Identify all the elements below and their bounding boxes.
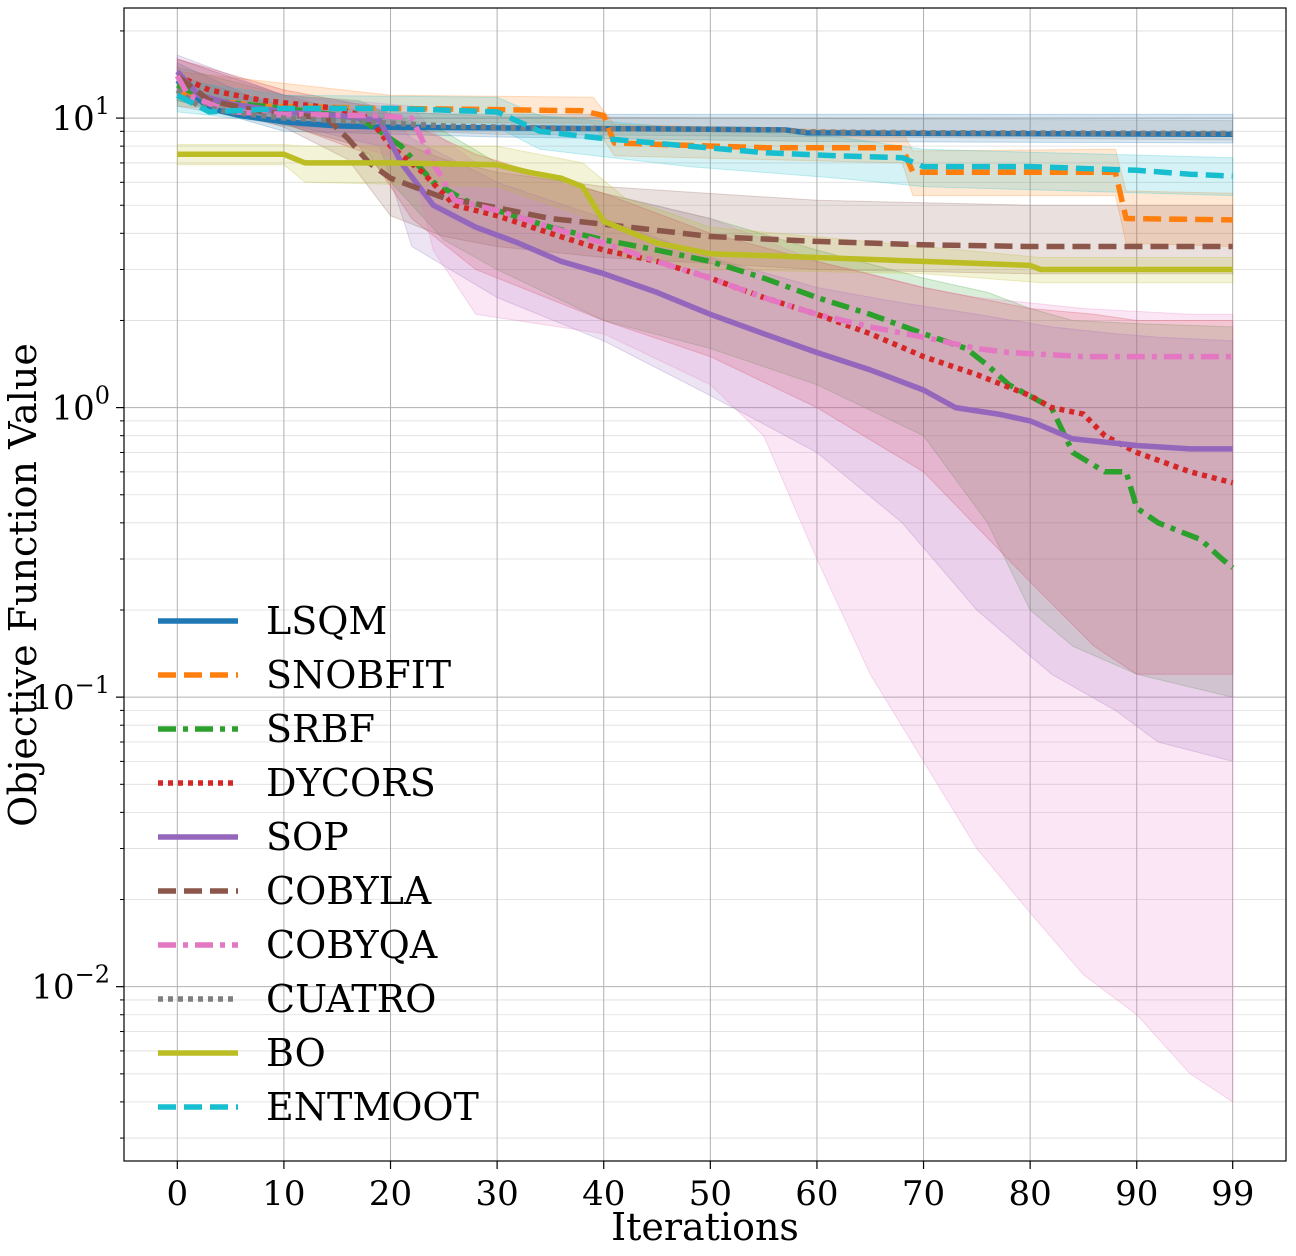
series-lines [174,69,1235,570]
y-tick-base: 10 [51,99,94,139]
y-tick-label: 10−1 [31,671,110,718]
x-axis-title: Iterations [611,1205,799,1249]
y-tick-label: 100 [51,382,110,429]
legend-label-snobfit: SNOBFIT [266,653,451,697]
cobyla-band [176,58,1234,275]
x-tick-label: 50 [689,1174,732,1214]
bo-band [176,144,1234,284]
entmoot-line [176,92,1233,179]
legend-label-bo: BO [266,1031,326,1075]
legend-label-srbf: SRBF [266,707,375,751]
x-tick-label: 70 [902,1174,945,1214]
dycors-line [176,73,1234,486]
cobyla-line [175,73,1233,250]
x-tick-label: 80 [1009,1174,1052,1214]
lsqm-band [176,62,1234,144]
y-axis-title: Objective Function Value [1,343,45,827]
x-tick-label: 40 [582,1174,625,1214]
y-tick-exponent: 0 [95,382,110,410]
y-tick-exponent: −2 [75,961,110,989]
bo-line [177,151,1233,273]
y-tick-exponent: 1 [95,92,110,120]
y-tick-label: 101 [51,92,110,139]
legend-label-dycors: DYCORS [266,761,436,805]
cobyqa-band [176,58,1234,1103]
x-tick-label: 0 [166,1174,188,1214]
grid-layer [124,8,1286,1161]
y-tick-base: 10 [51,389,94,429]
x-tick-label: 20 [369,1174,412,1214]
x-tick-label: 10 [262,1174,305,1214]
x-tick-label: 60 [795,1174,838,1214]
legend-label-cobyqa: COBYQA [266,923,438,967]
y-tick-base: 10 [31,968,74,1008]
y-tick-base: 10 [31,678,74,718]
legend-label-sop: SOP [266,815,349,859]
x-tick-label: 90 [1115,1174,1158,1214]
legend-label-cobyla: COBYLA [266,869,432,913]
y-tick-exponent: −1 [75,671,110,699]
y-tick-label: 10−2 [31,961,110,1008]
x-tick-label: 99 [1211,1174,1254,1214]
sop-line [175,69,1233,452]
legend-label-entmoot: ENTMOOT [266,1085,479,1129]
legend: LSQM SNOBFIT SRBF DYCORS SOP COBYLA COBYQA CUAT… [158,599,479,1129]
cobyqa-line [174,74,1233,360]
srbf-line [176,82,1235,570]
legend-label-cuatro: CUATRO [266,977,436,1021]
x-tick-label: 30 [475,1174,518,1214]
sop-band [176,54,1234,763]
plot-frame [123,7,1287,1162]
legend-label-lsqm: LSQM [266,599,387,643]
